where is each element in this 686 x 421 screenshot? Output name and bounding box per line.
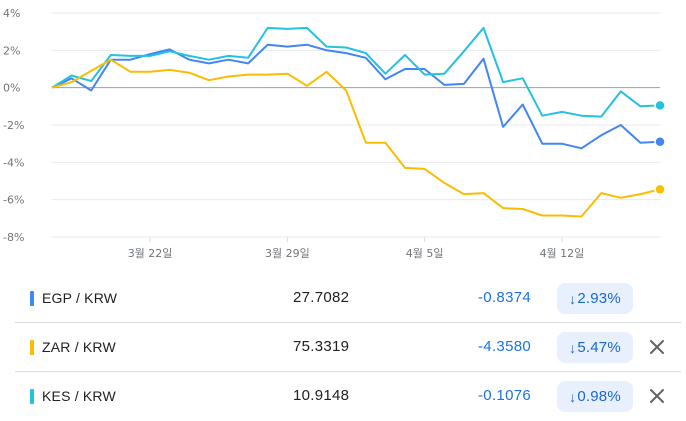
percent-change-value: 0.98% xyxy=(577,388,621,405)
currency-list: EGP / KRW 27.7082 -0.8374 ↓ 2.93% ZAR / … xyxy=(15,274,681,421)
exchange-rate-value: 27.7082 xyxy=(293,289,350,306)
change-value: -4.3580 xyxy=(478,338,531,355)
chart-series xyxy=(51,26,666,218)
arrow-down-icon: ↓ xyxy=(569,339,577,356)
y-tick-label: 4% xyxy=(3,7,20,20)
x-tick-label: 4월 5일 xyxy=(406,246,444,260)
y-tick-label: -2% xyxy=(3,119,24,132)
series-line xyxy=(51,43,661,150)
percent-change-value: 2.93% xyxy=(577,290,621,307)
x-tick-label: 3월 22일 xyxy=(128,246,173,260)
exchange-rate-value: 10.9148 xyxy=(293,387,350,404)
percent-change-badge: ↓ 2.93% xyxy=(557,283,633,314)
y-tick-label: 2% xyxy=(3,44,20,57)
series-line xyxy=(51,26,661,118)
currency-comparison-chart: 4% 2% 0% -2% -4% -6% -8% 3월 22일 3월 29일 4월 5일 4월 1… xyxy=(3,7,666,260)
close-icon[interactable] xyxy=(647,337,667,357)
currency-row-egp[interactable]: EGP / KRW 27.7082 -0.8374 ↓ 2.93% xyxy=(15,274,681,323)
currency-pair-label: KES / KRW xyxy=(42,388,116,404)
exchange-rate-value: 75.3319 xyxy=(293,338,350,355)
series-endpoint-marker xyxy=(654,136,666,148)
percent-change-value: 5.47% xyxy=(577,339,621,356)
y-tick-label: 0% xyxy=(3,82,20,95)
currency-pair-label: ZAR / KRW xyxy=(42,339,116,355)
change-value: -0.8374 xyxy=(478,289,531,306)
arrow-down-icon: ↓ xyxy=(569,290,577,307)
currency-pair-label: EGP / KRW xyxy=(42,290,118,306)
y-axis-tick-labels: 4% 2% 0% -2% -4% -6% -8% xyxy=(3,7,24,244)
y-tick-label: -6% xyxy=(3,194,24,207)
series-endpoint-marker xyxy=(654,183,666,196)
percent-change-badge: ↓ 0.98% xyxy=(557,381,633,412)
x-tick-label: 3월 29일 xyxy=(265,246,310,260)
x-axis-tick-labels: 3월 22일 3월 29일 4월 5일 4월 12일 xyxy=(128,237,585,260)
y-tick-label: -4% xyxy=(3,156,24,169)
close-icon[interactable] xyxy=(647,386,667,406)
chart-gridlines xyxy=(52,12,660,238)
series-color-swatch xyxy=(30,389,34,404)
change-value: -0.1076 xyxy=(478,387,531,404)
x-tick-label: 4월 12일 xyxy=(540,246,585,260)
series-color-swatch xyxy=(30,291,34,306)
y-tick-label: -8% xyxy=(3,231,24,244)
currency-row-kes[interactable]: KES / KRW 10.9148 -0.1076 ↓ 0.98% xyxy=(15,372,681,421)
series-endpoint-marker xyxy=(654,99,666,112)
arrow-down-icon: ↓ xyxy=(569,388,577,405)
series-line xyxy=(51,58,661,218)
series-color-swatch xyxy=(30,340,34,355)
percent-change-badge: ↓ 5.47% xyxy=(557,332,633,363)
currency-row-zar[interactable]: ZAR / KRW 75.3319 -4.3580 ↓ 5.47% xyxy=(15,323,681,372)
